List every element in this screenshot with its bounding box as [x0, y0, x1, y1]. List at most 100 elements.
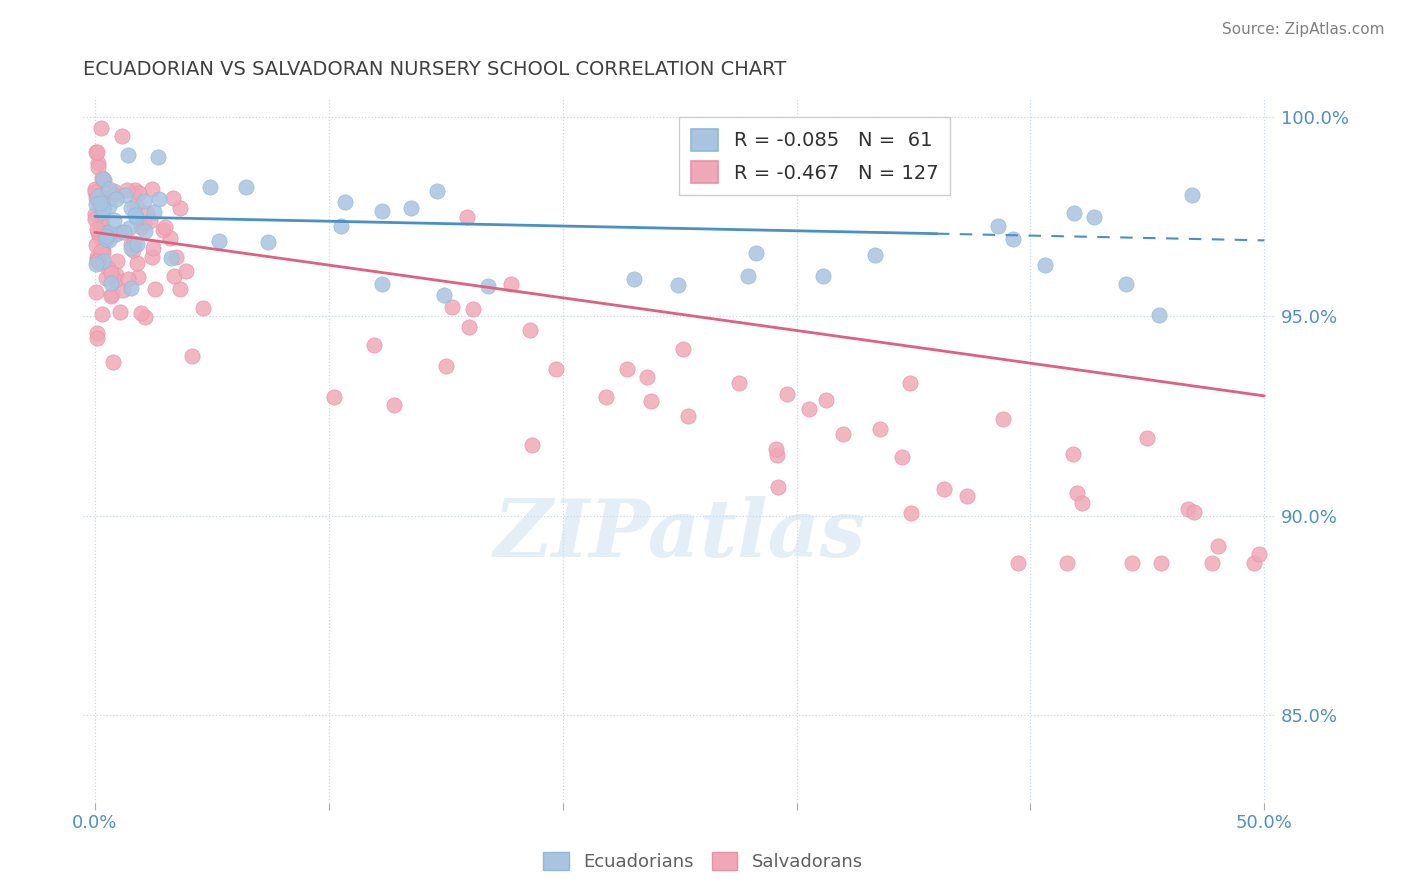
Point — [104, 193, 127, 207]
Point — [89, 196, 111, 211]
Point — [111, 128, 134, 143]
Point — [89, 244, 111, 259]
Point — [256, 235, 278, 249]
Point — [101, 287, 124, 301]
Point — [105, 254, 128, 268]
Point — [91, 170, 114, 185]
Point — [84, 145, 107, 160]
Point — [666, 277, 689, 292]
Point — [91, 246, 114, 260]
Point — [100, 276, 122, 290]
Point — [441, 300, 464, 314]
Point — [501, 277, 523, 291]
Point — [98, 199, 121, 213]
Point — [84, 185, 107, 199]
Point — [1206, 539, 1229, 553]
Point — [1177, 502, 1199, 516]
Point — [399, 202, 422, 216]
Point — [815, 392, 838, 407]
Point — [120, 281, 142, 295]
Point — [117, 271, 139, 285]
Point — [100, 289, 122, 303]
Point — [84, 182, 107, 196]
Point — [96, 271, 118, 285]
Point — [93, 172, 115, 186]
Point — [174, 264, 197, 278]
Point — [91, 200, 114, 214]
Legend: R = -0.085   N =  61, R = -0.467   N = 127: R = -0.085 N = 61, R = -0.467 N = 127 — [679, 117, 950, 195]
Point — [165, 251, 187, 265]
Point — [1136, 431, 1159, 445]
Point — [148, 192, 170, 206]
Point — [142, 205, 165, 219]
Point — [134, 225, 156, 239]
Point — [519, 323, 541, 337]
Point — [766, 448, 789, 462]
Point — [477, 279, 499, 293]
Point — [89, 256, 111, 270]
Point — [333, 194, 356, 209]
Point — [457, 320, 479, 334]
Point — [159, 231, 181, 245]
Point — [134, 216, 156, 230]
Point — [169, 282, 191, 296]
Point — [91, 243, 114, 257]
Point — [84, 212, 107, 227]
Point — [863, 248, 886, 262]
Point — [1071, 496, 1094, 510]
Point — [132, 194, 155, 208]
Point — [371, 277, 394, 291]
Point — [1121, 557, 1143, 571]
Point — [898, 376, 921, 391]
Point — [363, 338, 385, 352]
Point — [520, 438, 543, 452]
Point — [1243, 557, 1265, 571]
Point — [235, 180, 257, 194]
Point — [87, 156, 110, 170]
Point — [86, 257, 108, 271]
Point — [672, 342, 695, 356]
Point — [640, 394, 662, 409]
Point — [811, 268, 834, 283]
Point — [153, 220, 176, 235]
Point — [90, 121, 112, 136]
Point — [84, 191, 107, 205]
Point — [120, 201, 142, 215]
Point — [112, 225, 135, 239]
Point — [129, 306, 152, 320]
Point — [91, 211, 114, 225]
Point — [1201, 557, 1223, 571]
Point — [768, 480, 790, 494]
Point — [112, 283, 135, 297]
Point — [86, 252, 108, 267]
Point — [382, 398, 405, 412]
Point — [616, 362, 638, 376]
Point — [1181, 187, 1204, 202]
Point — [87, 228, 110, 243]
Point — [127, 256, 149, 270]
Point — [97, 261, 120, 276]
Point — [114, 187, 136, 202]
Point — [86, 238, 108, 252]
Point — [1007, 557, 1029, 571]
Point — [124, 198, 146, 212]
Point — [117, 148, 139, 162]
Point — [181, 349, 204, 363]
Point — [110, 225, 132, 239]
Point — [103, 354, 125, 368]
Point — [117, 221, 139, 235]
Point — [434, 359, 457, 373]
Point — [1063, 206, 1085, 220]
Point — [90, 209, 112, 223]
Point — [86, 253, 108, 268]
Point — [121, 243, 143, 257]
Point — [728, 376, 751, 390]
Point — [125, 211, 148, 225]
Point — [152, 222, 174, 236]
Point — [143, 282, 166, 296]
Point — [797, 402, 820, 417]
Point — [737, 269, 759, 284]
Point — [84, 207, 107, 221]
Point — [322, 390, 344, 404]
Point — [86, 221, 108, 235]
